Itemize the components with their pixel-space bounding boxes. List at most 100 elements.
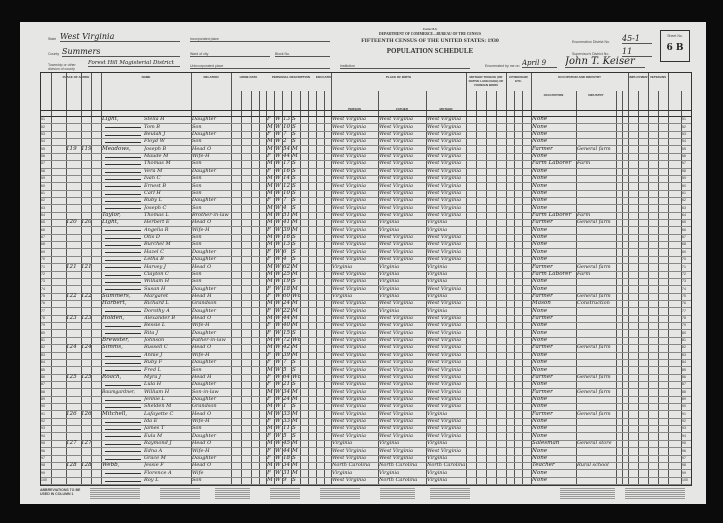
row-rule [41,439,691,441]
col-home-data: HOME DATA [239,75,258,79]
industry-cell: General store [577,440,612,447]
race-cell: W [275,131,281,138]
dwelling-number-cell [66,205,81,212]
ditto-dash [105,407,141,409]
birthplace-cell: West Virginia [332,329,366,336]
father-birthplace-cell: West Virginia [379,366,413,373]
line-number-cell: 55 [41,146,45,151]
birthplace-cell: West Virginia [332,476,366,483]
line-number-right: 99 [682,470,686,475]
line-number-right: 88 [682,389,686,394]
row-rule [41,248,691,250]
occupation-cell: Farmer [532,263,553,270]
dwelling-number-cell [66,448,81,455]
dwelling-number-cell [66,286,81,293]
sex-cell: M [267,337,273,344]
father-birthplace-cell: West Virginia [379,248,413,255]
family-number-cell [81,168,91,175]
father-birthplace-cell: West Virginia [379,153,413,160]
mother-birthplace-cell: West Virginia [427,175,461,182]
race-cell: W [275,292,281,299]
line-number-right: 89 [682,396,686,401]
marital-status-cell: M [292,219,298,226]
industry-cell [577,153,616,160]
birthplace-cell: Virginia [332,263,353,270]
father-birthplace-cell: Virginia [379,270,400,277]
mother-birthplace-cell: West Virginia [427,116,461,123]
occupation-cell: None [532,248,548,255]
occupation-cell: Farm Laborer [532,270,572,277]
family-number-cell [81,249,91,256]
column-rule [191,73,192,485]
given-name-cell: Carl H [144,189,161,196]
given-name-cell: Johnson [144,337,165,344]
surname-cell: Taylor, [102,211,121,218]
sex-cell: M [267,145,273,152]
race-cell: W [275,395,281,402]
family-number-cell [81,308,91,315]
marital-status-cell: S [292,116,296,123]
column-rule [282,91,283,485]
birthplace-cell: North Carolina [332,462,371,469]
occupation-cell: None [532,226,548,233]
col-place-of-birth: PLACE OF BIRTH [385,75,412,79]
age-cell: 13 [283,241,291,248]
surname-cell: Meadows, [102,145,131,152]
birthplace-cell: West Virginia [332,315,366,322]
county-label: County [48,52,60,56]
father-birthplace-cell: Virginia [379,263,400,270]
relation-cell: Son [192,189,202,196]
age-cell: 34 [283,462,291,469]
state-label: State [48,37,57,41]
line-number-cell: 93 [41,426,45,431]
relation-cell: Wife-H [192,418,210,425]
occupation-cell: None [532,425,548,432]
mother-birthplace-cell: West Virginia [427,211,461,218]
industry-cell [577,241,616,248]
line-number-right: 87 [682,382,686,387]
ditto-dash [105,134,141,136]
line-number-right: 63 [682,205,686,210]
age-cell: 18 [283,454,291,461]
dwelling-number-cell: 120 [66,219,77,226]
industry-cell: General farm [577,263,611,270]
relation-cell: Daughter [192,116,216,123]
industry-cell: Farm [577,160,591,167]
father-birthplace-cell: West Virginia [379,256,413,263]
line-number-cell: 79 [41,323,45,328]
marital-status-cell: Wd [292,292,300,299]
race-cell: W [275,329,281,336]
marital-status-cell: S [292,189,296,196]
relation-cell: Head H [192,292,212,299]
line-number-right: 100 [682,477,688,482]
col-industry: INDUSTRY [588,93,604,97]
row-rule [41,461,691,463]
age-cell: 11 [283,425,291,432]
age-cell: 10 [283,123,291,130]
line-number-right: 79 [682,323,686,328]
father-birthplace-cell: West Virginia [379,329,413,336]
given-name-cell: Ivan C [144,175,161,182]
col-employment: EMPLOYMENT [628,75,648,79]
relation-cell: Grandson [192,300,217,307]
col-birth-father: FATHER [396,107,408,111]
line-number-right: 55 [682,146,686,151]
line-number-right: 81 [682,338,686,343]
col-mother-tongue: MOTHER TONGUE (OR NATIVE LANGUAGE) OF FO… [468,75,504,87]
age-cell: 2 [283,138,287,145]
line-number-cell: 69 [41,249,45,254]
column-rule [291,91,292,485]
line-number-cell: 67 [41,235,45,240]
line-number-right: 68 [682,242,686,247]
line-number-right: 96 [682,448,686,453]
mother-birthplace-cell: West Virginia [427,234,461,241]
line-number-cell: 78 [41,316,45,321]
marital-status-cell: M [292,462,298,469]
column-rule [91,73,92,485]
age-cell: 15 [283,329,291,336]
relation-cell: Father-in-law [192,337,226,344]
industry-cell: General farm [577,388,611,395]
race-cell: W [275,160,281,167]
father-birthplace-cell: West Virginia [379,447,413,454]
given-name-cell: Lula H [144,381,162,388]
